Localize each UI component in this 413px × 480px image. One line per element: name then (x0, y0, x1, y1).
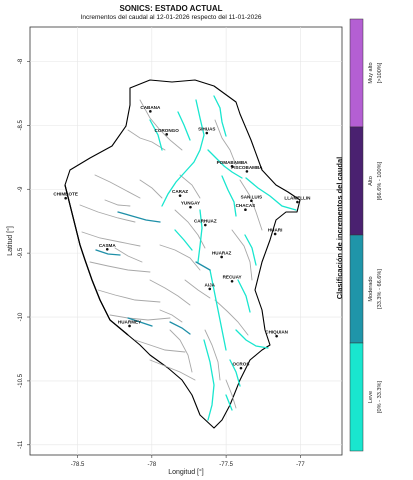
town-marker (275, 334, 278, 338)
town-marker (220, 255, 223, 259)
river-network (79, 99, 263, 409)
legend-class-name: Muy alto (368, 62, 374, 83)
town-label: CARHUAZ (194, 219, 217, 224)
town-marker (165, 133, 168, 136)
legend-class-name: Moderado (368, 276, 374, 301)
rivers-leve (149, 95, 297, 421)
town-label: YUNGAY (181, 201, 200, 206)
town-label: SAN LUIS (241, 194, 262, 199)
x-axis-label: Longitud [°] (168, 468, 204, 476)
town-label: LLAMELLIN (284, 196, 311, 201)
legend-class-name: Alto (368, 176, 374, 186)
town-label: OCROS (233, 362, 250, 367)
legend-class-range: [>100%] (377, 62, 383, 83)
town-label: CHIMBOTE (53, 192, 78, 197)
y-axis-label: Latitud [°] (6, 226, 14, 256)
rivers-moderado (95, 211, 211, 335)
town-label: HUARMEY (118, 319, 141, 324)
legend-swatch (349, 126, 364, 236)
town-label: PISCOBAMBA (231, 165, 263, 170)
x-tick-label: -78 (147, 462, 156, 468)
town-marker (250, 199, 253, 203)
legend-class-range: [0% - 33.3%] (377, 381, 383, 413)
town-marker (205, 131, 209, 135)
y-tick-label: -10 (18, 312, 24, 321)
map-title: SONICS: ESTADO ACTUAL (119, 4, 223, 13)
town-marker (189, 205, 192, 209)
town-marker (128, 324, 131, 328)
town-marker (64, 196, 67, 200)
legend-class-range: [33.3% - 66.6%] (377, 269, 383, 309)
town-label: HUARI (268, 227, 283, 232)
y-tick-label: -8 (18, 58, 24, 64)
legend-title: Clasificación de incrementos del caudal (335, 157, 344, 300)
town-label: POMABAMBA (217, 160, 249, 165)
legend-class-range: [66.6% - 100%] (377, 161, 383, 200)
axis-ticks: -78.5 -78 -77.5 -77 -8 -8.5 -9 -9.5 -10 -10.5 -11 (18, 58, 305, 468)
legend-colorbar: Muy alto [>100%] Alto [66.6% - 100%] Moderad… (349, 18, 383, 452)
town-label: CABANA (140, 105, 161, 110)
legend-swatch (349, 18, 364, 128)
town-label: CARAZ (172, 189, 188, 194)
y-tick-label: -11 (18, 440, 24, 449)
y-tick-label: -9.5 (18, 247, 24, 258)
x-tick-label: -78.5 (71, 462, 85, 468)
legend-swatch (349, 234, 364, 344)
town-marker (208, 287, 212, 291)
town-marker (245, 170, 249, 173)
town-marker (204, 223, 207, 227)
map-subtitle: Incrementos del caudal al 12-01-2026 res… (80, 14, 262, 21)
town-marker (296, 200, 299, 204)
y-tick-label: -10.5 (18, 373, 24, 387)
x-tick-label: -77.5 (219, 462, 233, 468)
x-tick-label: -77 (296, 462, 305, 468)
town-marker (239, 366, 243, 370)
town-label: SIHUAS (198, 127, 215, 132)
legend-class-name: Leve (368, 391, 374, 403)
town-label: CHACAS (236, 203, 256, 208)
town-label: AIJA (205, 282, 216, 287)
town-label: CASMA (99, 243, 117, 248)
town-label: CHIQUIAN (265, 330, 288, 335)
town-marker (244, 208, 247, 211)
town-marker (230, 164, 234, 168)
town-marker (230, 279, 234, 283)
legend-swatch (349, 342, 364, 452)
town-label: RECUAY (223, 275, 242, 280)
town-label: HUARAZ (212, 250, 232, 255)
town-marker (178, 194, 182, 197)
town-marker (149, 110, 152, 113)
town-marker (105, 248, 109, 251)
town-marker (273, 232, 277, 236)
coastline (64, 184, 129, 336)
y-tick-label: -8.5 (18, 120, 24, 131)
y-tick-label: -9 (18, 186, 24, 192)
town-label: CORONGO (155, 128, 180, 133)
